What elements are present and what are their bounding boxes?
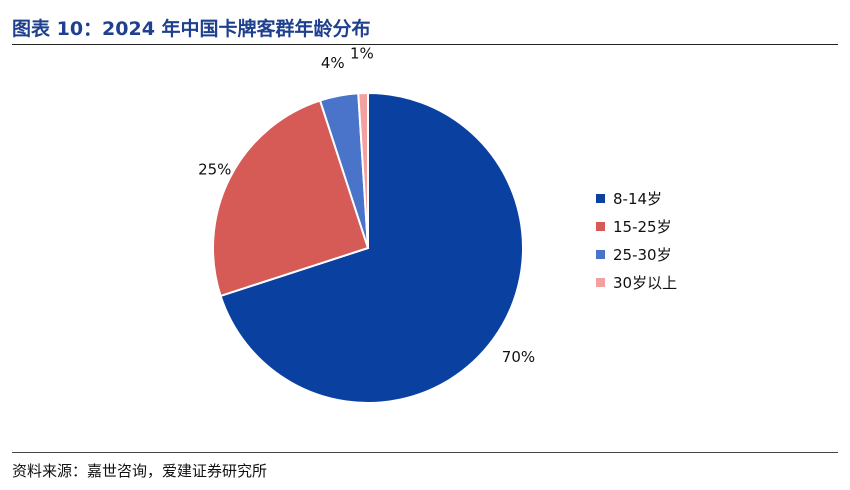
legend-swatch	[596, 193, 605, 203]
source-divider	[12, 452, 838, 453]
chart-legend: 8-14岁 15-25岁 25-30岁 30岁以上	[596, 184, 677, 296]
legend-swatch	[596, 221, 605, 231]
pie-slice-15-25	[212, 99, 370, 298]
legend-item-30-plus: 30岁以上	[596, 268, 677, 296]
legend-item-25-30: 25-30岁	[596, 240, 677, 268]
legend-label: 15-25岁	[613, 217, 672, 236]
legend-label: 8-14岁	[613, 189, 663, 208]
legend-label: 25-30岁	[613, 245, 672, 264]
pie-chart: 70% 25% 4% 1%	[198, 45, 535, 404]
legend-label: 30岁以上	[613, 273, 678, 292]
legend-item-8-14: 8-14岁	[596, 184, 677, 212]
pie-slice-30	[357, 91, 369, 249]
title-divider	[12, 44, 838, 45]
legend-item-15-25: 15-25岁	[596, 212, 677, 240]
data-label-15-25: 25%	[198, 160, 231, 178]
legend-swatch	[596, 249, 605, 259]
data-label-25-30: 4%	[321, 54, 345, 72]
pie-slice-8-14	[219, 91, 524, 404]
data-label-30: 1%	[350, 45, 374, 63]
figure-title: 图表 10：2024 年中国卡牌客群年龄分布	[12, 18, 371, 40]
data-label-8-14: 70%	[502, 348, 535, 366]
legend-swatch	[596, 277, 605, 287]
source-note: 资料来源：嘉世咨询，爱建证券研究所	[12, 462, 268, 480]
